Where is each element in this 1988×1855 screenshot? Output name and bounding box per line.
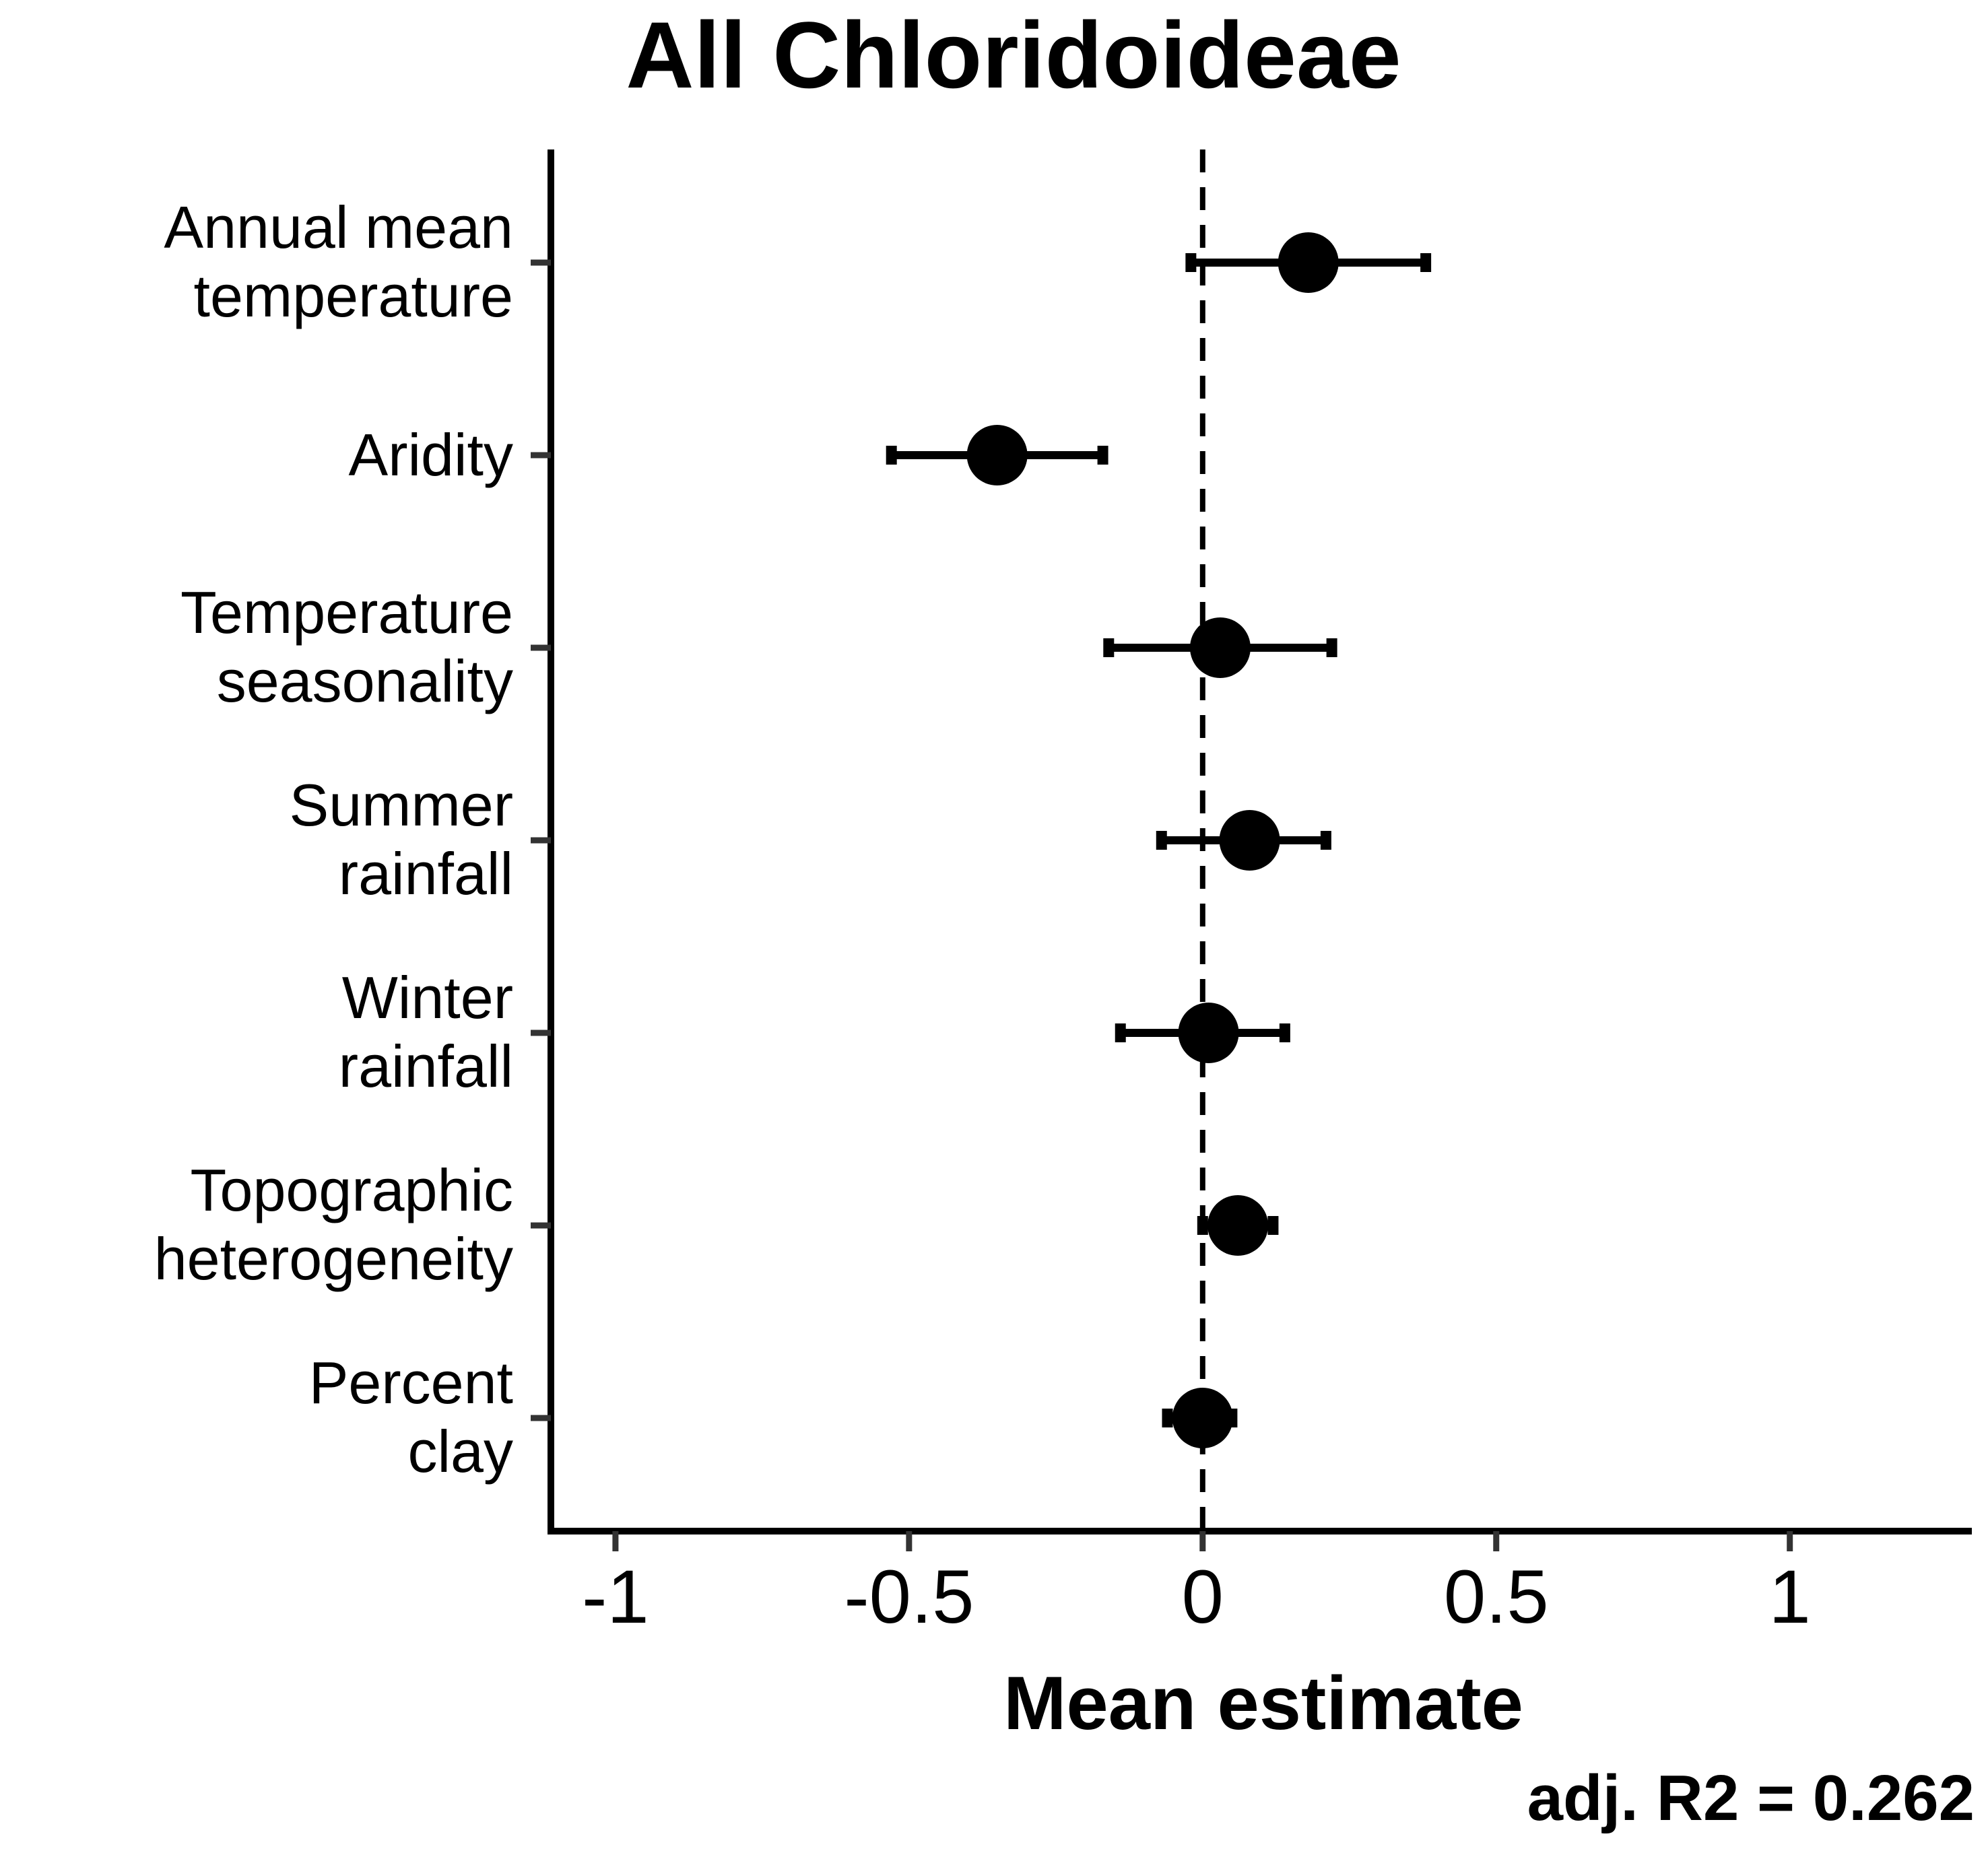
estimate-point	[1207, 1195, 1269, 1256]
y-category-label: Percent	[309, 1349, 513, 1416]
estimate-point	[966, 425, 1028, 485]
y-category-label: rainfall	[339, 840, 513, 907]
estimate-point	[1278, 232, 1339, 293]
x-tick-label: -1	[582, 1555, 649, 1639]
adj-r2-annotation: adj. R2 = 0.262	[1527, 1762, 1975, 1834]
x-tick-label: -0.5	[844, 1555, 974, 1639]
y-category-label: Topographic	[191, 1157, 513, 1223]
x-tick-label: 0	[1182, 1555, 1224, 1639]
y-category-label: Aridity	[349, 421, 514, 488]
y-category-label: Temperature	[180, 579, 513, 646]
estimate-point	[1189, 617, 1251, 678]
x-axis-label: Mean estimate	[1003, 1661, 1523, 1745]
y-category-label: temperature	[194, 263, 513, 329]
estimate-point	[1178, 1003, 1239, 1063]
chart-title: All Chloridoideae	[626, 2, 1401, 108]
y-category-label: Summer	[290, 772, 514, 838]
y-category-label: Winter	[342, 964, 513, 1031]
estimate-point	[1172, 1388, 1233, 1448]
y-category-label: clay	[408, 1418, 514, 1485]
x-tick-label: 1	[1769, 1555, 1811, 1639]
x-tick-label: 0.5	[1444, 1555, 1549, 1639]
estimate-point	[1219, 810, 1280, 871]
y-category-label: Annual mean	[164, 194, 513, 261]
y-category-label: rainfall	[339, 1033, 513, 1100]
y-category-label: heterogeneity	[154, 1225, 513, 1292]
y-category-label: seasonality	[217, 648, 513, 714]
